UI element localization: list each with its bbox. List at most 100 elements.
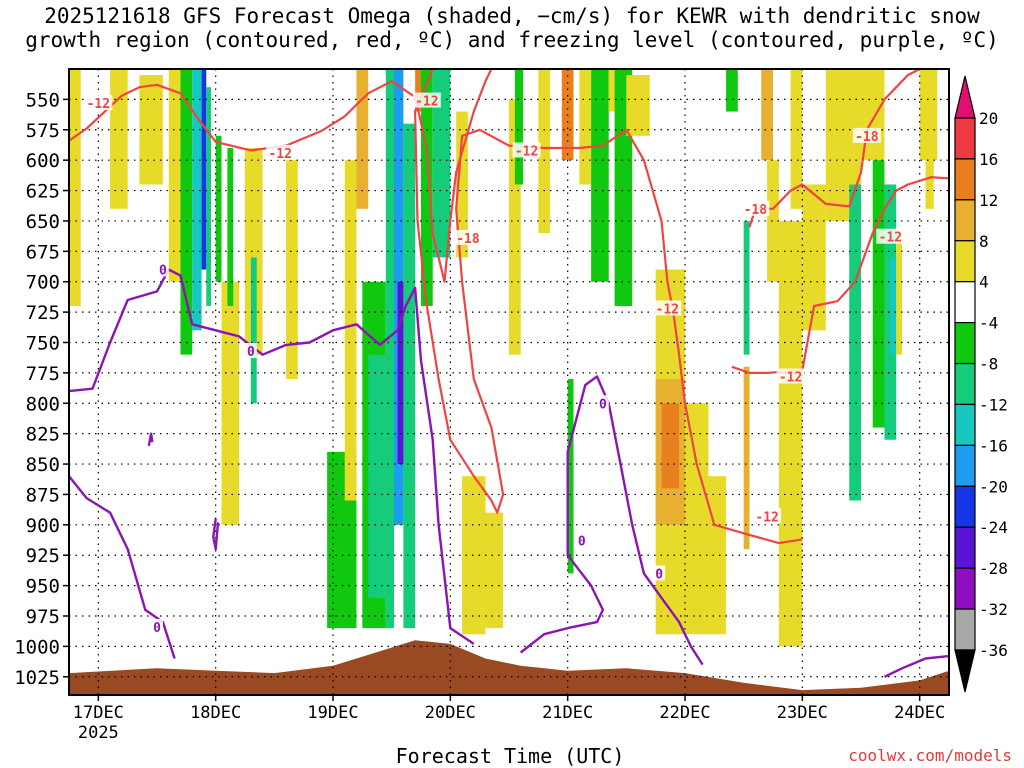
colorbar-tick-label: -36 <box>979 641 1008 660</box>
freezing-level-contour-line <box>69 268 475 645</box>
omega-cell <box>192 69 202 331</box>
colorbar-band <box>954 608 976 651</box>
colorbar-tick-label: -32 <box>979 600 1008 619</box>
colorbar-band <box>954 322 976 365</box>
x-tick-label: 23DEC <box>777 703 828 723</box>
snow-growth-contour-label: -12 <box>879 231 902 246</box>
snow-growth-contour-label-bg <box>776 368 805 384</box>
snow-growth-contour-label: -12 <box>779 371 802 386</box>
colorbar: -36 -32 -28 -24 -20 -16 -12 -8 -4 4 8 12 16 20 <box>954 75 1008 693</box>
omega-cell <box>110 69 128 209</box>
omega-cell <box>509 99 521 355</box>
omega-cell <box>626 75 650 136</box>
freezing-level-contour-layer: 0 0 0 0 0 0 <box>69 261 949 678</box>
colorbar-band <box>954 567 976 610</box>
freezing-level-contour-label-bg <box>596 395 609 411</box>
omega-cell <box>567 378 574 574</box>
omega-cell <box>344 160 357 501</box>
omega-cell <box>69 69 81 307</box>
snow-growth-contour-line <box>748 69 921 228</box>
snow-growth-contour-label: -12 <box>415 95 438 110</box>
x-tick-label: 21DEC <box>542 703 593 723</box>
omega-cell <box>421 69 433 307</box>
freezing-level-contour-line <box>883 654 949 678</box>
colorbar-band <box>954 444 976 487</box>
omega-cell <box>661 403 680 489</box>
omega-cell <box>356 69 369 209</box>
omega-cell <box>485 512 504 629</box>
colorbar-band <box>954 403 976 446</box>
colorbar-tick-label: -8 <box>979 355 998 374</box>
plot-border <box>68 68 950 696</box>
y-tick-label: 750 <box>26 332 60 354</box>
y-tick-label: 625 <box>26 181 60 203</box>
y-tick-label: 550 <box>26 89 60 111</box>
snow-growth-contour-layer: -12 -12 -12 -18 -12 -12 -18 -12 -12 -18 -12 <box>69 69 949 545</box>
omega-cell <box>139 75 163 185</box>
freezing-level-contour-label-bg <box>244 343 257 359</box>
omega-cell <box>579 69 592 185</box>
colorbar-tick-label: -12 <box>979 395 1008 414</box>
omega-cell <box>919 69 938 161</box>
snow-growth-contour-label-bg <box>653 300 682 316</box>
x-tick-label: 20DEC <box>425 703 476 723</box>
omega-cell <box>462 476 486 635</box>
omega-cell <box>708 476 727 635</box>
omega-cell <box>896 233 903 355</box>
snow-growth-contour-label: -12 <box>755 510 778 525</box>
terrain-layer <box>69 640 949 695</box>
y-tick-label: 700 <box>26 272 60 294</box>
omega-cell <box>790 69 803 209</box>
snow-growth-contour-label: -12 <box>656 302 679 317</box>
colorbar-band <box>954 158 976 201</box>
snow-growth-contour-label-bg <box>412 92 441 108</box>
credit-text: coolwx.com/models <box>848 746 1012 765</box>
omega-cell <box>286 160 298 379</box>
y-axis: 550 575 600 625 650 675 700 725 750 775 800 825 850 8… <box>14 89 69 689</box>
snow-growth-contour-label: -12 <box>87 97 110 112</box>
omega-cell <box>168 69 181 282</box>
y-tick-label: 675 <box>26 241 60 263</box>
freezing-level-contour-line <box>147 432 154 447</box>
omega-cell <box>890 257 897 355</box>
snow-growth-contour-label: -12 <box>515 144 538 159</box>
y-tick-label: 925 <box>26 545 60 567</box>
snow-growth-contour-label: -18 <box>855 130 879 145</box>
x-tick-year-label: 2025 <box>78 723 119 743</box>
colorbar-tick-label: 20 <box>979 109 998 128</box>
colorbar-band <box>954 199 976 242</box>
y-tick-label: 850 <box>26 454 60 476</box>
omega-cell <box>368 354 386 598</box>
freezing-level-contour-label: 0 <box>655 567 663 582</box>
x-axis-label: Forecast Time (UTC) <box>395 744 625 768</box>
snow-growth-contour-label-bg <box>876 228 905 244</box>
colorbar-tick-label: 4 <box>979 273 989 292</box>
omega-cell <box>538 69 551 234</box>
omega-cell <box>245 148 263 355</box>
y-tick-label: 650 <box>26 211 60 233</box>
omega-cell <box>514 69 524 185</box>
colorbar-tick-label: -28 <box>979 559 1008 578</box>
colorbar-band <box>954 117 976 160</box>
snow-growth-contour-label: -18 <box>456 232 480 247</box>
omega-cell <box>215 135 222 282</box>
x-tick-label: 22DEC <box>659 703 710 723</box>
omega-shading-layer <box>69 69 938 647</box>
omega-cell <box>743 220 750 355</box>
x-tick-label: 17DEC <box>73 703 124 723</box>
freezing-level-contour-line <box>519 375 704 666</box>
omega-cell <box>397 281 404 465</box>
freezing-level-contour-label: 0 <box>578 535 586 550</box>
freezing-level-contour-label: 0 <box>159 264 167 279</box>
y-tick-label: 875 <box>26 484 60 506</box>
y-tick-label: 775 <box>26 363 60 385</box>
colorbar-band <box>954 281 976 324</box>
omega-cell <box>403 123 416 629</box>
snow-growth-contour-label-bg <box>512 142 541 158</box>
y-tick-label: 600 <box>26 150 60 172</box>
omega-cell <box>180 69 193 355</box>
freezing-level-contour-label-bg <box>575 532 588 548</box>
snow-growth-contour-label-bg <box>852 127 881 143</box>
